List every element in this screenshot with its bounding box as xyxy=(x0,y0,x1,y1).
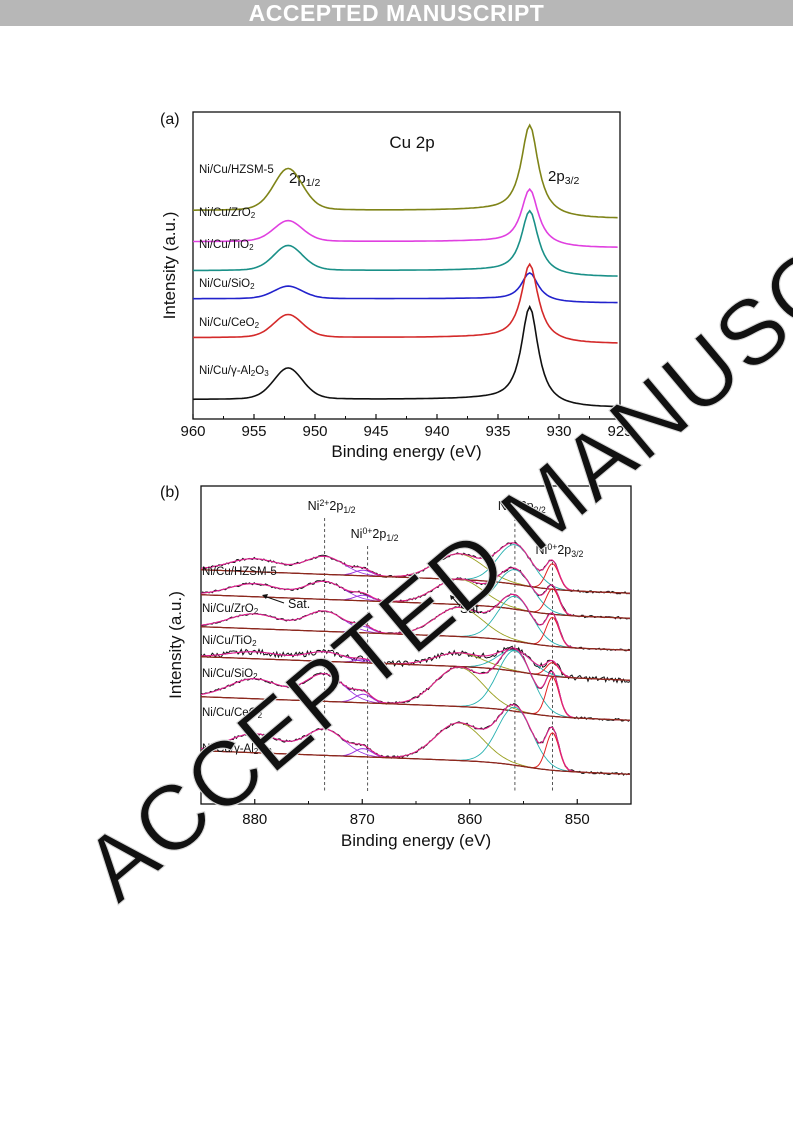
x-tick-label: 935 xyxy=(485,423,510,440)
x-tick-label: 860 xyxy=(457,811,482,828)
reference-label-1: Ni0+2p1/2 xyxy=(351,526,399,543)
series-label-2: Ni/Cu/TiO2 xyxy=(199,239,254,252)
envelope-5 xyxy=(200,704,630,775)
series-line-1 xyxy=(193,187,618,248)
background-0 xyxy=(200,569,630,594)
series-label-4: Ni/Cu/CeO2 xyxy=(202,707,263,720)
panel-a: (a) 960 955 950 945 940 935 930 925 Binding energ… xyxy=(160,111,633,461)
ni0-peak-2 xyxy=(200,616,630,651)
sat-arrowhead-left xyxy=(262,594,268,599)
reference-label-3: Ni0+2p3/2 xyxy=(536,542,584,559)
x-tick-label: 940 xyxy=(424,423,449,440)
x-tick-label: 930 xyxy=(546,423,571,440)
panel-label: (b) xyxy=(160,484,180,501)
accepted-manuscript-banner: ACCEPTED MANUSCRIPT xyxy=(0,0,793,26)
series-label-1: Ni/Cu/ZrO2 xyxy=(202,603,259,616)
series-label-0: Ni/Cu/HZSM-5 xyxy=(199,164,274,176)
background-2 xyxy=(200,626,630,651)
sat-label-right: Sat. xyxy=(460,602,482,616)
x-tick-label: 960 xyxy=(180,423,205,440)
sat-arrow-right xyxy=(451,596,461,607)
panel-b: (b) 880 870 860 850 Binding energy (eV) Intens… xyxy=(160,484,632,850)
x-tick-label: 880 xyxy=(242,811,267,828)
series-line-2 xyxy=(193,209,618,277)
x-tick-label: 925 xyxy=(607,423,632,440)
reference-label-0: Ni2+2p1/2 xyxy=(308,498,356,515)
y-axis-label: Intensity (a.u.) xyxy=(160,212,179,320)
sat-label-left: Sat. xyxy=(288,597,310,611)
x-tick-label: 955 xyxy=(241,423,266,440)
series-line-0 xyxy=(193,123,618,219)
x-tick-label: 950 xyxy=(302,423,327,440)
x-axis-label: Binding energy (eV) xyxy=(331,442,481,461)
raw-data-5 xyxy=(200,703,630,776)
series-label-5: Ni/Cu/γ-Al2O3 xyxy=(199,365,269,378)
series-line-4 xyxy=(193,262,618,344)
series-label-3: Ni/Cu/SiO2 xyxy=(199,278,255,291)
series-label-3: Ni/Cu/SiO2 xyxy=(202,668,258,681)
y-axis-label: Intensity (a.u.) xyxy=(166,591,185,699)
envelope-4 xyxy=(200,647,630,721)
background-5 xyxy=(200,750,630,775)
envelope-2 xyxy=(200,593,630,651)
envelope-3 xyxy=(201,648,630,681)
envelope-0 xyxy=(200,542,630,594)
series-line-5 xyxy=(192,304,618,408)
series-line-3 xyxy=(193,271,618,304)
background-1 xyxy=(200,594,630,619)
sat-arrowhead-right xyxy=(450,595,455,600)
series-label-5: Ni/Cu/γ-Al2O3 xyxy=(202,743,272,756)
x-axis-label: Binding energy (eV) xyxy=(341,831,491,850)
banner-text: ACCEPTED MANUSCRIPT xyxy=(248,0,545,26)
chart-title: Cu 2p xyxy=(389,133,434,152)
envelope-1 xyxy=(200,567,630,619)
background-4 xyxy=(200,696,630,721)
series-label-0: Ni/Cu/HZSM-5 xyxy=(202,566,277,578)
series-label-1: Ni/Cu/ZrO2 xyxy=(199,207,256,220)
reference-label-2: Ni2+2p3/2 xyxy=(498,498,546,515)
series-label-2: Ni/Cu/TiO2 xyxy=(202,635,257,648)
panel-label: (a) xyxy=(160,111,180,128)
sat-arrow-left xyxy=(263,595,285,604)
ni0-peak-1 xyxy=(200,588,630,619)
x-tick-label: 945 xyxy=(363,423,388,440)
sat-peak-b-2 xyxy=(200,610,630,651)
x-tick-label: 850 xyxy=(565,811,590,828)
peak-label-2p32: 2p3/2 xyxy=(548,168,579,187)
series-label-4: Ni/Cu/CeO2 xyxy=(199,317,260,330)
background-3 xyxy=(200,656,630,681)
x-tick-label: 870 xyxy=(350,811,375,828)
